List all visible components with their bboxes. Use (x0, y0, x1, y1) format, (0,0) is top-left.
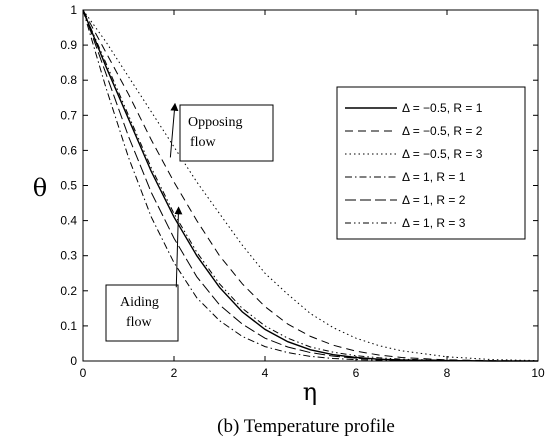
legend-box (336, 86, 526, 240)
aiding-flow-box (105, 284, 179, 342)
y-axis-label: θ (33, 174, 47, 202)
figure-caption: (b) Temperature profile (217, 416, 395, 437)
x-tick-label: 2 (171, 366, 178, 380)
annotation-opposing-flow: Opposing flow (169, 102, 274, 162)
y-tick-label: 1 (70, 3, 77, 17)
legend-label-6: Δ = 1, R = 3 (402, 216, 466, 230)
opposing-flow-line-1: Opposing (188, 115, 242, 130)
y-tick-label: 0.9 (60, 38, 77, 52)
legend-label-5: Δ = 1, R = 2 (402, 193, 466, 207)
x-tick-label: 10 (531, 366, 545, 380)
x-tick-label: 6 (353, 366, 360, 380)
legend-label-3: Δ = −0.5, R = 3 (402, 147, 483, 161)
aiding-flow-line-2: flow (126, 315, 153, 330)
series-line-5 (82, 9, 538, 362)
y-tick-label: 0.3 (60, 249, 77, 263)
y-tick-label: 0.6 (60, 143, 77, 157)
x-tick-label: 0 (80, 366, 87, 380)
y-tick-label: 0 (70, 354, 77, 368)
opposing-flow-box (179, 104, 274, 162)
y-tick-label: 0.2 (60, 284, 77, 298)
y-axis-ticks: 0 0.1 0.2 0.3 0.4 0.5 0.6 0.7 0.8 0.9 1 (60, 3, 538, 368)
x-tick-label: 8 (444, 366, 451, 380)
legend-label-1: Δ = −0.5, R = 1 (402, 101, 483, 115)
legend: Δ = −0.5, R = 1 Δ = −0.5, R = 2 Δ = −0.5, … (336, 86, 526, 240)
y-tick-label: 0.8 (60, 73, 77, 87)
series-lines (82, 9, 539, 362)
series-line-6 (82, 9, 538, 362)
series-line-4 (82, 9, 538, 362)
x-tick-label: 4 (262, 366, 269, 380)
y-tick-label: 0.4 (60, 214, 77, 228)
legend-label-4: Δ = 1, R = 1 (402, 170, 466, 184)
y-tick-label: 0.7 (60, 108, 77, 122)
x-axis-label: η (303, 378, 317, 406)
opposing-flow-arrow (169, 102, 179, 158)
annotation-aiding-flow: Aiding flow (105, 206, 183, 342)
aiding-flow-line-1: Aiding (120, 295, 159, 310)
aiding-flow-arrow (174, 206, 183, 288)
opposing-flow-line-2: flow (190, 135, 217, 150)
y-tick-label: 0.1 (60, 319, 77, 333)
legend-label-2: Δ = −0.5, R = 2 (402, 124, 483, 138)
y-tick-label: 0.5 (60, 179, 77, 193)
